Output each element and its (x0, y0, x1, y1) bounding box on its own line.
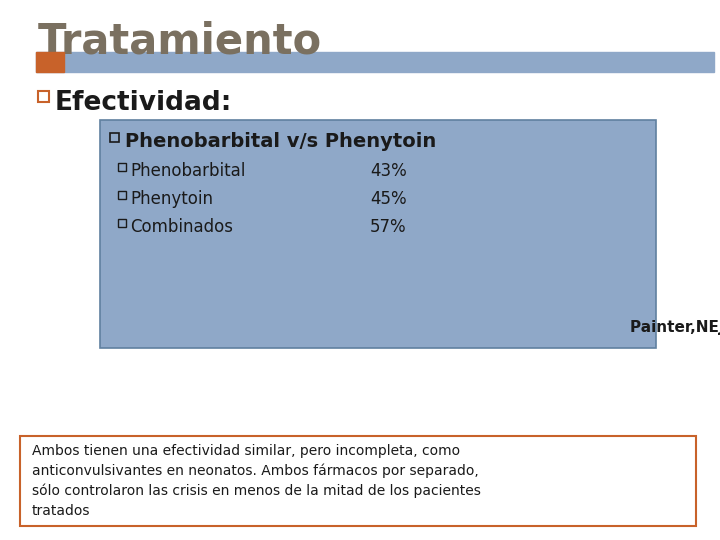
Text: 57%: 57% (370, 218, 407, 236)
Text: Ambos tienen una efectividad similar, pero incompleta, como
anticonvulsivantes e: Ambos tienen una efectividad similar, pe… (32, 444, 481, 518)
Text: Painter,NEJM 1999: Painter,NEJM 1999 (630, 320, 720, 335)
Bar (100, 120, 656, 348)
Text: Tratamiento: Tratamiento (38, 20, 322, 62)
Text: Efectividad:: Efectividad: (55, 90, 233, 116)
Text: Combinados: Combinados (130, 218, 233, 236)
Bar (118, 163, 126, 171)
Bar (38, 91, 49, 102)
Text: Phenobarbital v/s Phenytoin: Phenobarbital v/s Phenytoin (125, 132, 436, 151)
Bar (36, 52, 64, 72)
Bar (118, 191, 126, 199)
Text: Phenytoin: Phenytoin (130, 190, 213, 208)
Bar (36, 52, 714, 72)
Bar (20, 436, 696, 526)
Text: Phenobarbital: Phenobarbital (130, 162, 246, 180)
Text: 45%: 45% (370, 190, 407, 208)
Bar (118, 219, 126, 227)
Text: 43%: 43% (370, 162, 407, 180)
Bar (110, 133, 119, 142)
